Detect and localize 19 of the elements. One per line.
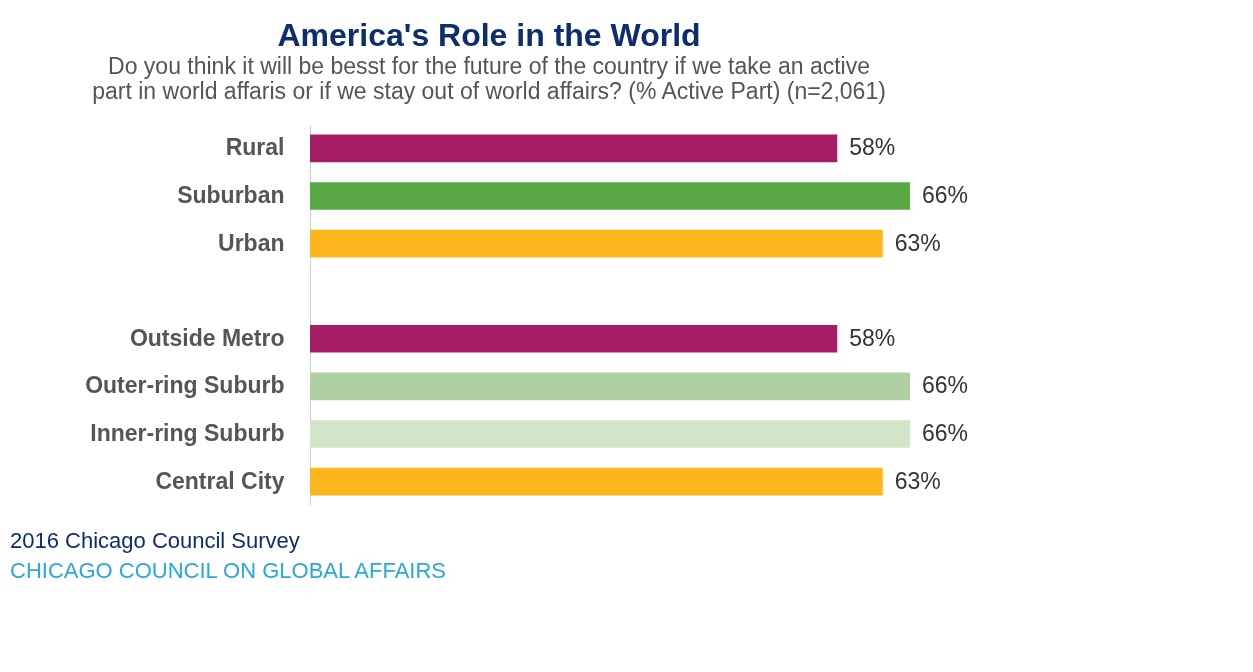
data-label: 66% [922,372,969,399]
y-tick-label: Suburban [177,181,285,208]
data-label: 63% [894,467,941,494]
y-tick-label: Outside Metro [129,324,285,351]
data-label: 58% [849,134,896,161]
y-tick-label: Urban [218,229,285,256]
text: Do you think it will be besst for the future of the country if we take an active [108,53,870,79]
y-tick-label: Outer-ring Suburb [85,372,285,399]
text: part in world affaris or if we stay out of world affairs? (% Active Part) (n=2,061) [92,78,886,104]
y-tick-label: Central City [155,467,285,494]
y-tick-label: Inner-ring Suburb [90,420,285,447]
data-label: 58% [849,324,896,351]
chart-title: America's Role in the World [277,17,701,53]
text: 2016 Chicago Council Survey [10,528,300,553]
data-label: 66% [922,420,969,447]
data-label: 63% [894,229,941,256]
data-label: 66% [922,181,969,208]
y-tick-label: Rural [225,134,285,161]
text: CHICAGO COUNCIL ON GLOBAL AFFAIRS [10,558,447,583]
